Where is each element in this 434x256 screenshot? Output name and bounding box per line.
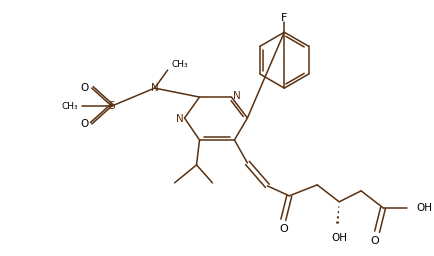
Text: O: O: [278, 224, 287, 234]
Text: N: N: [175, 114, 183, 124]
Text: S: S: [108, 101, 115, 111]
Text: N: N: [232, 91, 240, 101]
Text: O: O: [80, 83, 89, 93]
Text: OH: OH: [330, 233, 346, 243]
Text: F: F: [280, 13, 287, 23]
Text: N: N: [151, 83, 158, 93]
Text: OH: OH: [415, 203, 431, 213]
Text: CH₃: CH₃: [61, 102, 78, 111]
Text: O: O: [80, 119, 89, 129]
Text: O: O: [370, 236, 378, 246]
Text: CH₃: CH₃: [171, 60, 188, 69]
